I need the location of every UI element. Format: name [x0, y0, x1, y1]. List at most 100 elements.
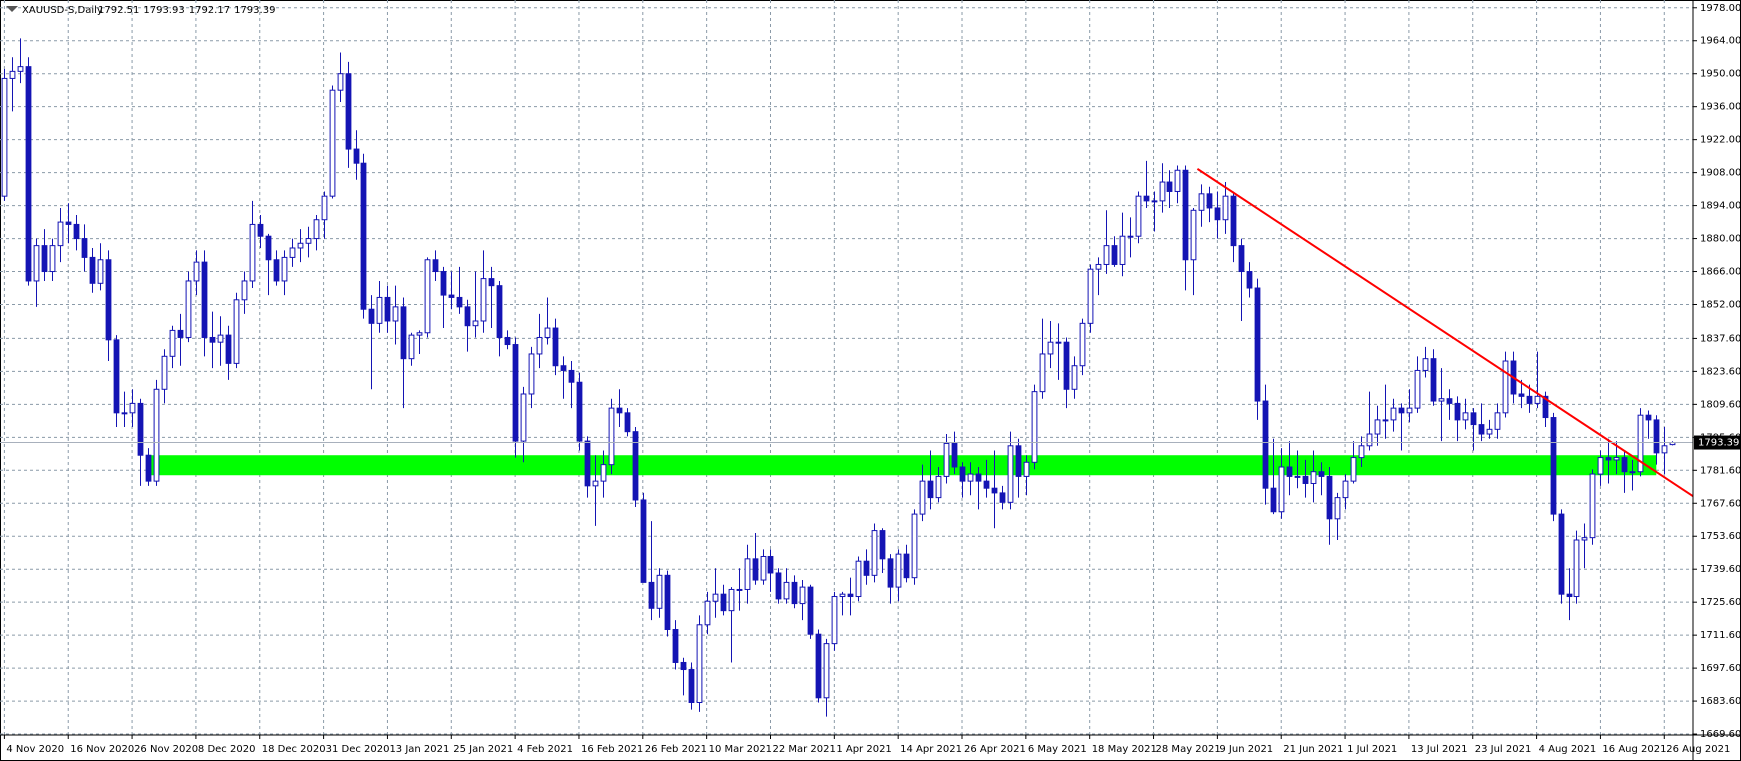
candle-body — [209, 336, 216, 343]
candle-body — [345, 73, 352, 150]
candle-body — [767, 555, 774, 574]
candle-body — [1502, 360, 1509, 414]
candle-body — [1039, 353, 1046, 393]
candle-body — [736, 588, 743, 591]
candle-body — [1454, 402, 1461, 421]
candle-body — [305, 238, 312, 244]
candle-body — [935, 475, 942, 499]
x-tick-label: 14 Apr 2021 — [900, 744, 962, 755]
candle-body — [1031, 391, 1038, 463]
candle-body — [169, 329, 176, 357]
candle-body — [1422, 358, 1429, 371]
x-tick-label: 31 Dec 2020 — [326, 744, 390, 755]
candle-body — [1230, 195, 1237, 247]
trendline — [1196, 168, 1694, 498]
candle-body — [1079, 322, 1086, 367]
y-tick-label: 1781.60 — [1700, 465, 1741, 476]
y-tick-label: 1683.60 — [1700, 696, 1741, 707]
candle-body — [648, 581, 655, 609]
candle-body — [360, 162, 367, 310]
y-tick-label: 1894.00 — [1700, 201, 1741, 212]
x-tick-label: 10 Mar 2021 — [709, 744, 772, 755]
candle-body — [225, 334, 232, 364]
candle-body — [297, 242, 304, 249]
candle-body — [1558, 513, 1565, 595]
candle-body — [1494, 412, 1501, 430]
candle-body — [799, 586, 806, 605]
candle-body — [376, 296, 383, 324]
candle-body — [1414, 369, 1421, 409]
candle-body — [105, 259, 112, 341]
candle-body — [608, 407, 615, 466]
price-label-bg — [1694, 435, 1741, 450]
candle-body — [1151, 200, 1158, 203]
candle-body — [1135, 195, 1142, 237]
candle-body — [1302, 475, 1309, 484]
candle-body — [416, 332, 423, 336]
candle-body — [129, 402, 136, 414]
x-tick-label: 16 Nov 2020 — [70, 744, 134, 755]
candle-body — [640, 499, 647, 583]
x-tick-label: 23 Jul 2021 — [1475, 744, 1532, 755]
candle-body — [1366, 433, 1373, 447]
candle-body — [1143, 195, 1150, 202]
x-tick-label: 16 Aug 2021 — [1602, 744, 1666, 755]
x-tick-label: 6 May 2021 — [1028, 744, 1087, 755]
candle-body — [1095, 263, 1102, 270]
x-tick-label: 4 Nov 2020 — [6, 744, 64, 755]
candle-body — [281, 256, 288, 282]
candle-body — [241, 280, 248, 301]
candle-body — [1358, 445, 1365, 459]
candle-body — [1390, 407, 1397, 421]
candle-body — [1270, 487, 1277, 513]
candle-body — [249, 223, 256, 282]
x-tick-label: 8 Dec 2020 — [198, 744, 256, 755]
candle-body — [696, 624, 703, 704]
candle-body — [49, 245, 56, 273]
candle-body — [1103, 245, 1110, 265]
candle-body — [1589, 473, 1596, 539]
candle-body — [337, 73, 344, 91]
candle-body — [1294, 475, 1301, 478]
y-tick-label: 1809.60 — [1700, 399, 1741, 410]
candle-body — [552, 327, 559, 367]
candle-body — [1254, 287, 1261, 402]
candle-body — [137, 402, 144, 456]
symbol-icon — [6, 6, 18, 12]
candle-body — [1486, 428, 1493, 435]
candle-body — [528, 353, 535, 395]
y-tick-label: 1936.00 — [1700, 102, 1741, 113]
candle-body — [1015, 445, 1022, 477]
y-tick-label: 1837.60 — [1700, 333, 1741, 344]
y-tick-label: 1922.00 — [1700, 135, 1741, 146]
x-tick-label: 16 Feb 2021 — [581, 744, 643, 755]
x-tick-label: 1 Apr 2021 — [836, 744, 891, 755]
candle-body — [1526, 395, 1533, 404]
candle-body — [959, 466, 966, 482]
candle-body — [943, 442, 950, 477]
candle-body — [432, 259, 439, 273]
candle-body — [1645, 414, 1652, 421]
candle-body — [217, 334, 224, 343]
candle-body — [1637, 414, 1644, 473]
candle-body — [185, 280, 192, 338]
candle-body — [1318, 471, 1325, 477]
candle-body — [847, 593, 854, 598]
candle-body — [1246, 271, 1253, 289]
candle-body — [33, 245, 40, 282]
y-tick-label: 1711.60 — [1700, 630, 1741, 641]
candle-body — [680, 661, 687, 671]
candle-body — [704, 600, 711, 626]
candle-body — [65, 221, 72, 225]
x-tick-label: 26 Feb 2021 — [645, 744, 707, 755]
candle-body — [456, 296, 463, 308]
candle-body — [353, 148, 360, 164]
support-zone — [148, 455, 1657, 476]
ohlc-value: 1792.51 — [98, 5, 139, 16]
x-tick-label: 22 Mar 2021 — [772, 744, 835, 755]
candle-body — [712, 593, 719, 602]
candle-body — [887, 558, 894, 588]
candle-body — [512, 344, 519, 442]
candle-body — [81, 238, 88, 258]
